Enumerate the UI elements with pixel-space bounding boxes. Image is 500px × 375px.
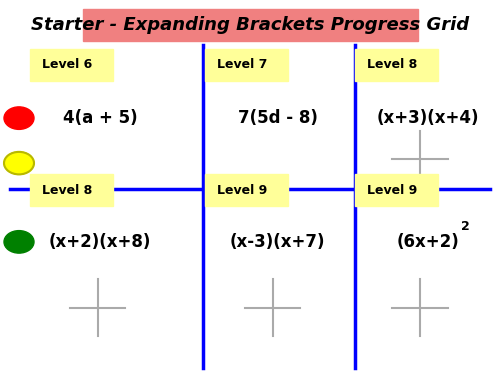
FancyBboxPatch shape bbox=[355, 174, 438, 206]
Circle shape bbox=[4, 107, 34, 129]
Text: 7(5d - 8): 7(5d - 8) bbox=[238, 109, 318, 127]
Text: (x+2)(x+8): (x+2)(x+8) bbox=[49, 233, 151, 251]
Text: (x-3)(x+7): (x-3)(x+7) bbox=[230, 233, 325, 251]
Text: Level 8: Level 8 bbox=[42, 184, 92, 197]
Text: Level 8: Level 8 bbox=[367, 58, 418, 71]
FancyBboxPatch shape bbox=[30, 49, 112, 81]
FancyBboxPatch shape bbox=[205, 174, 288, 206]
FancyBboxPatch shape bbox=[30, 174, 112, 206]
Circle shape bbox=[4, 231, 34, 253]
Text: Level 9: Level 9 bbox=[367, 184, 418, 197]
FancyBboxPatch shape bbox=[82, 9, 417, 41]
Text: 4(a + 5): 4(a + 5) bbox=[62, 109, 138, 127]
Text: 2: 2 bbox=[460, 220, 469, 233]
Text: Level 9: Level 9 bbox=[217, 184, 268, 197]
Text: Level 7: Level 7 bbox=[217, 58, 268, 71]
FancyBboxPatch shape bbox=[205, 49, 288, 81]
Text: Starter - Expanding Brackets Progress Grid: Starter - Expanding Brackets Progress Gr… bbox=[31, 16, 469, 34]
Text: Level 6: Level 6 bbox=[42, 58, 92, 71]
Circle shape bbox=[4, 152, 34, 174]
Text: (x+3)(x+4): (x+3)(x+4) bbox=[376, 109, 479, 127]
Text: (6x+2): (6x+2) bbox=[396, 233, 459, 251]
FancyBboxPatch shape bbox=[355, 49, 438, 81]
